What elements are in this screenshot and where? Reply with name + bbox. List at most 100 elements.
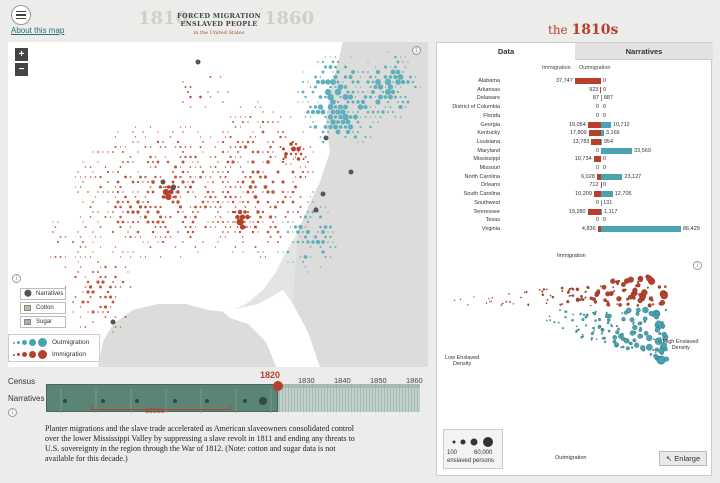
- migration-dot: [89, 166, 92, 168]
- migration-map[interactable]: + − i i ⬤ Narratives Cotton Sugar: [8, 42, 428, 367]
- timeline[interactable]: Census Narratives 1830 1840 1850 1860 18…: [8, 370, 428, 420]
- migration-dot: [154, 226, 157, 228]
- scatter-point: [606, 302, 611, 307]
- scatter-point: [603, 340, 607, 344]
- migration-dot: [404, 95, 407, 99]
- state-row[interactable]: Missouri 0 0: [437, 164, 713, 172]
- state-row[interactable]: Alabama 37,747 0: [437, 77, 713, 85]
- state-row[interactable]: Florida 0 0: [437, 112, 713, 120]
- state-row[interactable]: Maryland 0 33,569: [437, 147, 713, 155]
- state-row[interactable]: North Carolina 6,028 23,127: [437, 173, 713, 181]
- state-row[interactable]: Southwest 0 131: [437, 199, 713, 207]
- tab-narratives[interactable]: Narratives: [575, 43, 713, 60]
- migration-dot: [119, 185, 122, 189]
- scatter-point: [634, 342, 640, 348]
- narrative-pins[interactable]: [110, 59, 354, 325]
- migration-dot: [314, 85, 317, 89]
- year-1830[interactable]: 1830: [298, 376, 315, 385]
- outmigration-value: 887: [603, 95, 613, 102]
- scatter-point: [595, 292, 600, 297]
- state-row[interactable]: Texas 0 0: [437, 216, 713, 224]
- scatter-point: [525, 290, 528, 293]
- state-row[interactable]: Kentucky 17,809 3,166: [437, 129, 713, 137]
- timeline-handle[interactable]: [273, 381, 283, 391]
- state-row[interactable]: Mississippi 10,734 0: [437, 155, 713, 163]
- state-row[interactable]: South Carolina 10,209 12,705: [437, 190, 713, 198]
- migration-dot: [87, 191, 89, 193]
- scatter-point: [664, 285, 667, 288]
- tab-data[interactable]: Data: [437, 43, 575, 60]
- scatter-point: [559, 309, 561, 312]
- zoom-out-button[interactable]: −: [15, 63, 28, 76]
- migration-dot: [84, 246, 87, 248]
- migration-dot: [304, 156, 307, 158]
- migration-dot: [104, 316, 107, 318]
- migration-dot: [367, 61, 369, 63]
- migration-dot: [249, 115, 252, 119]
- legend-narratives[interactable]: ⬤ Narratives: [20, 288, 66, 300]
- migration-dot: [222, 201, 224, 203]
- legend-info-icon[interactable]: i: [12, 274, 21, 283]
- migration-dot: [321, 230, 325, 234]
- year-1860[interactable]: 1860: [406, 376, 423, 385]
- state-row[interactable]: Arkansas 923 0: [437, 86, 713, 94]
- map-info-icon[interactable]: i: [412, 46, 421, 55]
- immigration-value: 17,809: [569, 130, 587, 137]
- migration-dot: [344, 135, 347, 139]
- map-canvas[interactable]: [8, 42, 428, 367]
- migration-dot: [122, 151, 124, 153]
- menu-button[interactable]: [11, 5, 31, 25]
- migration-dot: [363, 104, 368, 110]
- migration-dot: [383, 75, 388, 79]
- enlarge-button[interactable]: ↖ Enlarge: [659, 451, 707, 466]
- state-row[interactable]: Louisiana 13,783 954: [437, 138, 713, 146]
- zoom-in-button[interactable]: +: [15, 48, 28, 61]
- scatter-point: [549, 294, 552, 297]
- state-row[interactable]: Orleans 712 0: [437, 181, 713, 189]
- state-row[interactable]: Tennessee 19,280 1,117: [437, 208, 713, 216]
- year-1850[interactable]: 1850: [370, 376, 387, 385]
- density-scatter[interactable]: [437, 268, 713, 428]
- year-1840[interactable]: 1840: [334, 376, 351, 385]
- migration-dot: [353, 135, 358, 139]
- migration-dot: [259, 175, 262, 179]
- state-name: Virginia: [481, 225, 500, 232]
- scatter-bottom-label: Outmigration: [555, 455, 587, 461]
- size-small: 100: [447, 450, 458, 456]
- migration-dot: [401, 100, 405, 104]
- legend-outmigration-label: Outmigration: [52, 339, 90, 346]
- migration-dot: [147, 181, 149, 183]
- migration-dot: [236, 140, 240, 144]
- scatter-info-icon[interactable]: i: [693, 261, 702, 270]
- state-row[interactable]: Georgia 19,054 10,712: [437, 121, 713, 129]
- migration-dot: [369, 136, 372, 138]
- legend-sugar[interactable]: Sugar: [20, 316, 66, 328]
- migration-dot: [202, 151, 204, 153]
- legend-cotton[interactable]: Cotton: [20, 302, 66, 314]
- timeline-remaining[interactable]: [278, 384, 420, 412]
- state-row[interactable]: Delaware 87 887: [437, 94, 713, 102]
- migration-dot: [256, 150, 260, 154]
- migration-dot: [346, 90, 350, 94]
- scatter-point: [646, 334, 653, 342]
- scatter-point: [459, 298, 462, 300]
- immigration-value: 10,734: [574, 156, 592, 163]
- migration-dot: [229, 186, 232, 188]
- migration-dot: [333, 105, 338, 109]
- migration-dot: [187, 171, 189, 173]
- migration-dot: [97, 211, 99, 213]
- enlarge-icon: ↖: [665, 454, 673, 463]
- state-row[interactable]: Virginia 4,836 86,429: [437, 225, 713, 233]
- timeline-info-icon[interactable]: i: [8, 408, 17, 417]
- state-row[interactable]: District of Columbia 0 0: [437, 103, 713, 111]
- migration-dot: [342, 81, 344, 83]
- migration-dot: [84, 256, 87, 258]
- immigration-value: 10,209: [575, 191, 592, 198]
- col-immigration: Immigration: [542, 65, 571, 71]
- migration-dot: [181, 160, 185, 164]
- migration-dot: [157, 241, 159, 243]
- timeline-track[interactable]: [46, 381, 420, 413]
- migration-dot: [86, 300, 90, 304]
- about-link[interactable]: About this map: [11, 26, 65, 35]
- scatter-point: [621, 288, 626, 293]
